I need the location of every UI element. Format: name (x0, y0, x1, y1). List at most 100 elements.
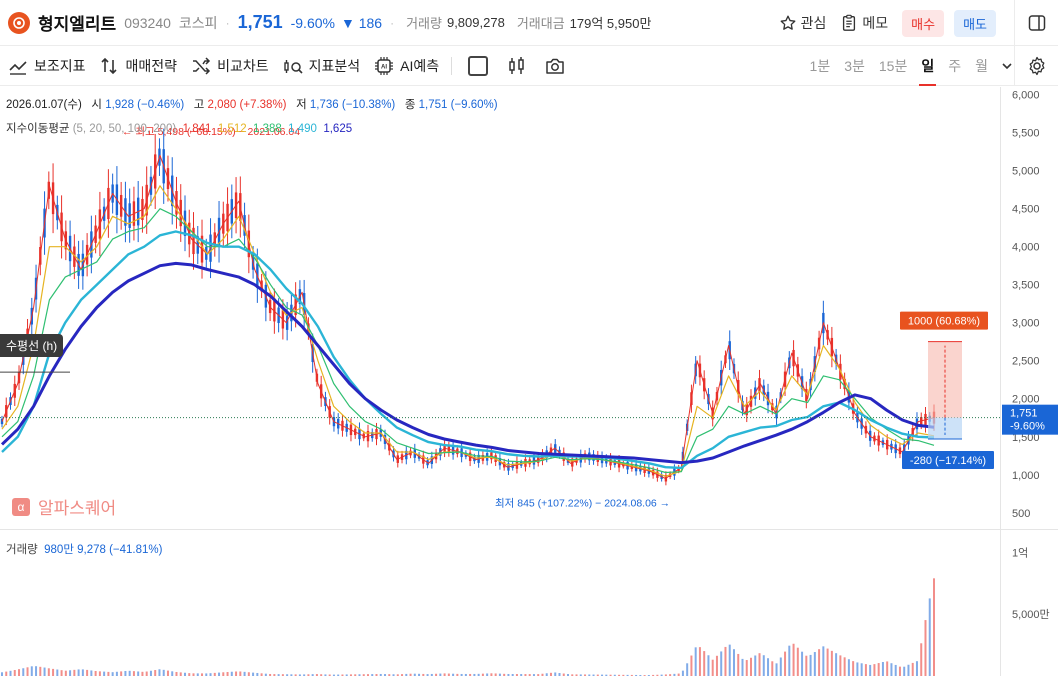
volume-bar (805, 655, 808, 676)
volume-bar (315, 674, 318, 676)
memo-button[interactable]: 메모 (840, 13, 888, 33)
volume-tick-label: 5,000만 (1012, 608, 1050, 621)
stock-name[interactable]: 형지엘리트 (38, 15, 117, 34)
screenshot-button[interactable] (544, 55, 566, 77)
volume-bar (579, 674, 582, 676)
volume-bar (779, 657, 782, 676)
volume-bar (886, 661, 889, 676)
volume-bar (545, 673, 548, 676)
buy-button[interactable]: 매수 (902, 9, 945, 37)
volume-bar (158, 669, 161, 676)
volume-bar (149, 670, 152, 676)
close-label: 종 (404, 99, 416, 111)
volume-bar (549, 672, 552, 676)
volume-bar (337, 674, 340, 676)
watch-button[interactable]: 관심 (779, 13, 826, 33)
volume-bar (422, 673, 425, 676)
current-price-tag-pct: -9.60% (1010, 421, 1045, 433)
aux-indicator-button[interactable]: 보조지표 (8, 56, 86, 76)
volume-bar (290, 674, 293, 676)
star-icon (780, 15, 796, 30)
volume-bar (626, 674, 629, 676)
volume-bar (413, 673, 416, 676)
volume-bar (903, 666, 906, 676)
volume-bar (703, 651, 706, 676)
period-selector: 1분 3분 15분 일 주 월 (796, 46, 1014, 86)
compare-chart-button[interactable]: 비교차트 (191, 56, 269, 76)
volume-tick-label: 1억 (1012, 546, 1028, 559)
volume-bar (452, 673, 455, 676)
chart-area-toggle[interactable] (468, 55, 489, 76)
volume-bar (490, 673, 493, 676)
volume-bar (141, 671, 144, 676)
ai-predict-button[interactable]: AI AI예측 (374, 56, 439, 76)
volume-bar (801, 651, 804, 676)
volume-bar (392, 674, 395, 676)
period-tab-0[interactable]: 1분 (809, 58, 831, 74)
volume-bar (754, 655, 757, 676)
candlestick-icon (509, 56, 524, 74)
volume-bar (481, 673, 484, 676)
volume-bar (460, 673, 463, 676)
volume-bar (43, 667, 46, 676)
chart-settings-button[interactable] (1014, 46, 1058, 86)
volume-bar (103, 671, 106, 676)
volume-bar (201, 673, 204, 676)
volume-bar (784, 651, 787, 676)
indicator-analysis-button[interactable]: 지표분석 (283, 56, 360, 76)
horizontal-line-tag[interactable]: 수평선 (h) (0, 334, 64, 357)
sell-button[interactable]: 매도 (954, 9, 996, 37)
volume-bar (588, 674, 591, 676)
camera-icon (546, 58, 564, 74)
volume-bar (26, 667, 29, 676)
volume-bar (371, 674, 374, 676)
volume-bar (303, 674, 306, 676)
volume-bar (375, 674, 378, 676)
period-tab-2[interactable]: 15분 (878, 58, 908, 74)
volume-bar (477, 673, 480, 676)
low-label: 저 (296, 99, 307, 111)
current-price: 1,751 (237, 12, 283, 32)
volume-bar (677, 673, 680, 676)
volume-bar (332, 674, 335, 676)
volume-bar (362, 674, 365, 676)
ema-info[interactable]: 지수이동평균 (5, 20, 50, 100, 200) 1,841 1,512… (6, 120, 352, 136)
volume-bar (847, 659, 850, 676)
period-tab-1[interactable]: 3분 (844, 58, 865, 74)
volume-bar (486, 673, 489, 676)
volume-bar (183, 672, 186, 676)
indicator-icon (9, 60, 27, 75)
ai-predict-label: AI예측 (400, 57, 440, 74)
candle-type-button[interactable] (506, 55, 528, 77)
period-tab-4[interactable]: 주 (948, 58, 962, 74)
volume-bar (192, 673, 195, 676)
volume-bar (877, 663, 880, 676)
volume-bar (890, 663, 893, 676)
trading-strategy-button[interactable]: 매매전략 (100, 56, 177, 76)
volume-bar (443, 673, 446, 676)
volume-value: 9,809,278 (446, 15, 505, 30)
volume-bar (286, 674, 289, 676)
layout-toggle-button[interactable] (1014, 0, 1058, 46)
price-tick-label: 5,000 (1012, 166, 1040, 178)
volume-info-value: 980만 9,278 (−41.81%) (44, 544, 163, 556)
volume-bar (179, 672, 182, 676)
stock-market: 코스피 (178, 14, 218, 31)
volume-bar (732, 649, 735, 676)
volume-bar (354, 674, 357, 676)
volume-bar (384, 674, 387, 676)
volume-bar (137, 671, 140, 676)
chevron-down-icon[interactable] (1000, 59, 1014, 73)
period-tab-5[interactable]: 월 (975, 58, 988, 74)
volume-bar (426, 674, 429, 676)
volume-bar (52, 668, 55, 676)
volume-info: 거래량 980만 9,278 (−41.81%) (6, 541, 162, 557)
price-chart[interactable]: 500 1,000 1,500 2,000 2,500 3,000 3,500 4,000 4,… (0, 87, 1058, 676)
volume-bar (175, 671, 178, 676)
volume-bar (933, 578, 935, 676)
volume-bar (881, 662, 884, 676)
volume-bar (690, 655, 693, 676)
volume-bar (635, 674, 638, 676)
period-tab-3[interactable]: 일 (919, 46, 937, 86)
volume-bar (115, 671, 118, 676)
